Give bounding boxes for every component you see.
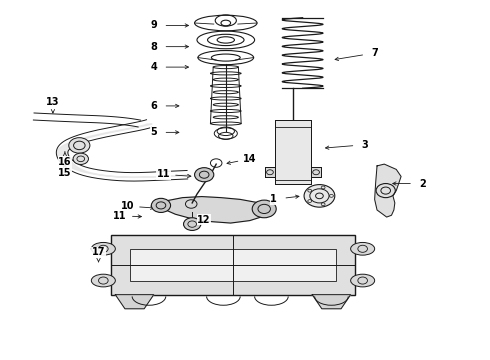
Ellipse shape (151, 198, 171, 212)
Text: 11: 11 (157, 169, 170, 179)
Ellipse shape (184, 218, 201, 230)
Ellipse shape (91, 274, 115, 287)
Ellipse shape (73, 153, 89, 165)
Text: 9: 9 (150, 21, 157, 31)
Ellipse shape (351, 274, 375, 287)
Text: 1: 1 (270, 194, 277, 204)
Ellipse shape (91, 242, 115, 255)
Text: 11: 11 (113, 211, 127, 221)
Text: 3: 3 (362, 140, 368, 150)
Ellipse shape (252, 200, 276, 218)
Polygon shape (311, 167, 321, 177)
Text: 12: 12 (197, 215, 211, 225)
Text: 6: 6 (150, 101, 157, 111)
Bar (111, 235, 355, 294)
Ellipse shape (351, 242, 375, 255)
Text: 5: 5 (150, 127, 157, 138)
Polygon shape (265, 167, 275, 177)
Polygon shape (275, 120, 311, 184)
Text: 4: 4 (150, 62, 157, 72)
Polygon shape (375, 164, 401, 217)
Polygon shape (111, 235, 355, 294)
Text: 14: 14 (243, 154, 257, 164)
Ellipse shape (69, 138, 90, 153)
Polygon shape (159, 197, 271, 223)
Text: 15: 15 (58, 168, 72, 178)
Ellipse shape (195, 168, 214, 182)
Text: 7: 7 (371, 48, 378, 58)
Text: 13: 13 (46, 98, 60, 107)
Bar (130, 249, 336, 280)
Polygon shape (115, 294, 154, 309)
Polygon shape (312, 294, 351, 309)
Text: 2: 2 (419, 179, 426, 189)
Ellipse shape (304, 185, 335, 207)
Text: 16: 16 (58, 157, 72, 167)
Text: 8: 8 (150, 42, 157, 51)
Text: 10: 10 (121, 201, 134, 211)
Text: 17: 17 (92, 247, 105, 257)
